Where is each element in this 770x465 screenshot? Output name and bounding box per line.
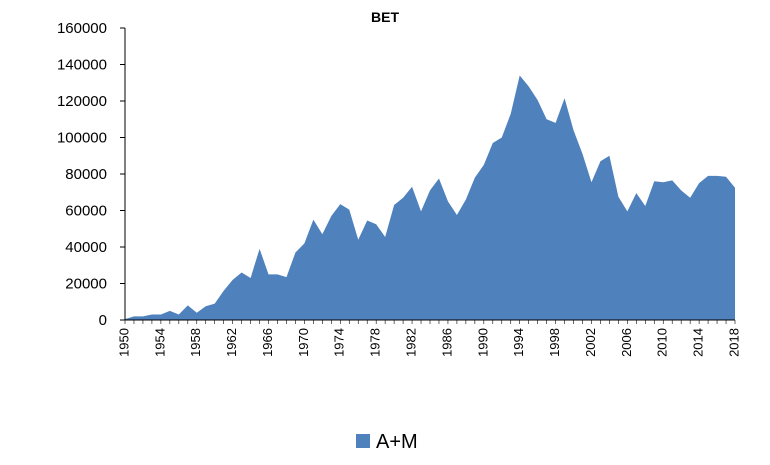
x-axis-ticks: 1950 1954 1958 1962 1966 1970 1974 1978 1982 1986… xyxy=(116,320,741,357)
legend-swatch xyxy=(356,434,370,448)
y-tick-label: 120000 xyxy=(57,93,107,110)
y-tick-label: 40000 xyxy=(65,239,107,256)
y-tick-label: 100000 xyxy=(57,130,107,147)
x-tick-label: 1986 xyxy=(439,328,454,357)
x-tick-label: 1950 xyxy=(116,328,131,357)
x-tick-label: 1994 xyxy=(511,328,526,357)
x-tick-label: 1958 xyxy=(188,328,203,357)
legend-label: A+M xyxy=(376,431,418,453)
x-tick-label: 2006 xyxy=(619,328,634,357)
x-tick-label: 1990 xyxy=(475,328,490,357)
plot-area xyxy=(124,28,735,321)
series-area-a-m xyxy=(125,75,735,320)
y-tick-label: 160000 xyxy=(57,20,107,37)
x-tick-label: 2002 xyxy=(583,328,598,357)
y-tick-label: 60000 xyxy=(65,203,107,220)
y-tick-label: 140000 xyxy=(57,57,107,74)
y-tick-label: 0 xyxy=(99,312,107,329)
x-tick-label: 1966 xyxy=(260,328,275,357)
chart-title: BET xyxy=(371,9,399,25)
x-tick-label: 1982 xyxy=(403,328,418,357)
x-tick-label: 2018 xyxy=(726,328,741,357)
x-tick-label: 2014 xyxy=(691,328,706,357)
x-tick-label: 2010 xyxy=(655,328,670,357)
x-tick-label: 1954 xyxy=(152,328,167,357)
y-tick-label: 80000 xyxy=(65,166,107,183)
x-tick-label: 1998 xyxy=(547,328,562,357)
legend: A+M xyxy=(356,431,418,453)
x-tick-label: 1978 xyxy=(368,328,383,357)
y-axis-ticks: 0 20000 40000 60000 80000 100000 120000 140000 1… xyxy=(57,20,125,329)
x-tick-label: 1974 xyxy=(332,328,347,357)
x-tick-label: 1970 xyxy=(296,328,311,357)
y-tick-label: 20000 xyxy=(65,276,107,293)
x-tick-label: 1962 xyxy=(224,328,239,357)
